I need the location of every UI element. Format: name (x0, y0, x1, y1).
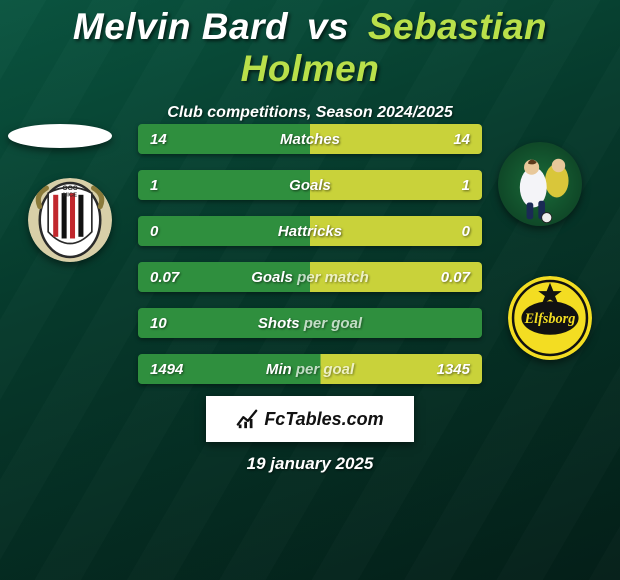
player1-avatar-placeholder (8, 124, 112, 148)
svg-text:NICE: NICE (63, 192, 77, 198)
stat-label: Goals (289, 177, 331, 194)
stat-right-value: 0 (462, 223, 470, 240)
brand-badge: FcTables.com (206, 396, 414, 442)
stat-left-value: 10 (150, 315, 167, 332)
player1-club-crest: OGC NICE (28, 178, 112, 262)
player2-club-crest: Elfsborg (508, 276, 592, 360)
stat-label: Min per goal (266, 361, 354, 378)
stat-left-value: 1 (150, 177, 158, 194)
stat-right-value: 0.07 (441, 269, 470, 286)
player1-name: Melvin Bard (73, 6, 288, 47)
vs-text: vs (307, 6, 349, 47)
stat-row: 0.07 Goals per match 0.07 (138, 262, 482, 292)
date-text: 19 january 2025 (247, 454, 374, 474)
stat-right-value: 1 (462, 177, 470, 194)
svg-text:OGC: OGC (62, 185, 77, 192)
stat-row: 1494 Min per goal 1345 (138, 354, 482, 384)
chart-icon (236, 408, 258, 430)
stat-left-value: 14 (150, 131, 167, 148)
stat-left-value: 0.07 (150, 269, 179, 286)
svg-text:Elfsborg: Elfsborg (524, 311, 576, 327)
stat-left-value: 0 (150, 223, 158, 240)
brand-text: FcTables.com (264, 409, 383, 430)
subtitle: Club competitions, Season 2024/2025 (0, 104, 620, 122)
player2-avatar (498, 142, 582, 226)
player-photo-icon (498, 142, 582, 226)
stat-row: 1 Goals 1 (138, 170, 482, 200)
stat-left-value: 1494 (150, 361, 183, 378)
comparison-title: Melvin Bard vs Sebastian Holmen (0, 0, 620, 90)
stat-row: 0 Hattricks 0 (138, 216, 482, 246)
elfsborg-crest-icon: Elfsborg (508, 276, 592, 360)
nice-crest-icon: OGC NICE (28, 178, 112, 262)
stat-right-value: 1345 (437, 361, 470, 378)
stat-row: 14 Matches 14 (138, 124, 482, 154)
stats-table: 14Matches141Goals10Hattricks00.07Goals p… (138, 124, 482, 400)
stat-label: Shots per goal (258, 315, 362, 332)
stat-label: Hattricks (278, 223, 342, 240)
stat-label: Matches (280, 131, 340, 148)
stat-right-value: 14 (453, 131, 470, 148)
stat-row: 10 Shots per goal (138, 308, 482, 338)
stat-label: Goals per match (251, 269, 369, 286)
